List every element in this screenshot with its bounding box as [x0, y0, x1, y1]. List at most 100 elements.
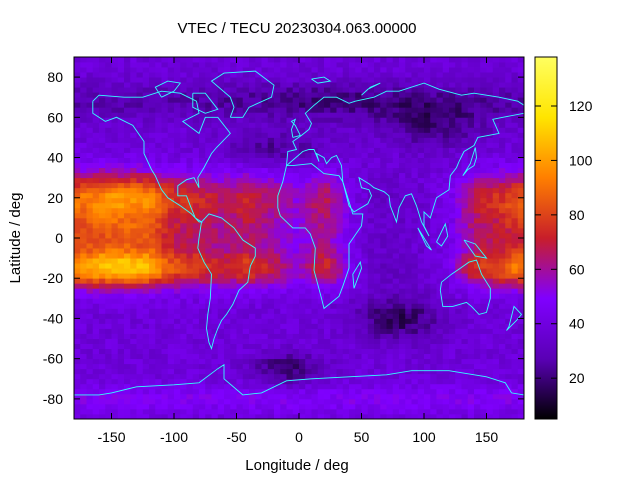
heatmap-cell	[380, 122, 387, 128]
heatmap-cell	[436, 408, 444, 415]
heatmap-cell	[124, 293, 131, 299]
heatmap-cell	[311, 268, 319, 274]
heatmap-cell	[355, 413, 362, 420]
heatmap-cell	[330, 293, 337, 299]
heatmap-cell	[92, 368, 100, 375]
heatmap-cell	[292, 87, 300, 93]
heatmap-cell	[424, 167, 431, 174]
heatmap-cell	[336, 368, 344, 375]
heatmap-cell	[411, 408, 419, 415]
heatmap-cell	[374, 67, 381, 73]
heatmap-cell	[174, 67, 181, 73]
heatmap-cell	[230, 162, 237, 169]
heatmap-cell	[449, 167, 456, 174]
heatmap-cell	[149, 388, 156, 395]
heatmap-cell	[105, 77, 112, 83]
heatmap-cell	[149, 132, 156, 138]
heatmap-cell	[74, 222, 81, 229]
heatmap-cell	[380, 353, 387, 360]
heatmap-cell	[442, 398, 450, 405]
heatmap-cell	[99, 358, 106, 365]
heatmap-cell	[342, 157, 350, 163]
heatmap-cell	[267, 298, 275, 304]
heatmap-cell	[417, 298, 425, 304]
heatmap-cell	[299, 248, 306, 254]
heatmap-cell	[274, 127, 281, 133]
heatmap-cell	[461, 172, 469, 179]
heatmap-cell	[92, 328, 100, 334]
heatmap-cell	[136, 258, 144, 264]
heatmap-cell	[124, 273, 131, 279]
heatmap-cell	[299, 222, 306, 229]
heatmap-cell	[474, 152, 481, 158]
heatmap-cell	[380, 207, 387, 214]
heatmap-cell	[324, 107, 331, 113]
heatmap-cell	[86, 303, 94, 309]
heatmap-cell	[317, 333, 325, 339]
heatmap-cell	[111, 222, 119, 229]
heatmap-cell	[261, 238, 269, 244]
heatmap-cell	[330, 358, 337, 365]
heatmap-cell	[305, 152, 312, 158]
heatmap-cell	[499, 137, 506, 143]
heatmap-cell	[111, 348, 119, 355]
heatmap-cell	[349, 72, 356, 78]
heatmap-cell	[392, 177, 400, 184]
heatmap-cell	[230, 97, 237, 103]
heatmap-cell	[292, 92, 300, 98]
heatmap-cell	[336, 152, 344, 158]
heatmap-cell	[142, 378, 150, 385]
heatmap-cell	[180, 147, 187, 153]
heatmap-cell	[167, 343, 175, 350]
heatmap-cell	[355, 363, 362, 370]
heatmap-cell	[155, 147, 162, 153]
heatmap-cell	[117, 62, 125, 68]
heatmap-cell	[424, 268, 431, 274]
heatmap-cell	[86, 278, 94, 284]
heatmap-cell	[317, 268, 325, 274]
heatmap-cell	[174, 192, 181, 199]
heatmap-cell	[242, 207, 250, 214]
heatmap-cell	[492, 172, 500, 179]
heatmap-cell	[455, 403, 462, 410]
heatmap-cell	[336, 353, 344, 360]
heatmap-cell	[405, 187, 412, 194]
heatmap-cell	[74, 383, 81, 390]
heatmap-cell	[92, 127, 100, 133]
heatmap-cell	[436, 283, 444, 289]
heatmap-cell	[230, 172, 237, 179]
heatmap-cell	[330, 258, 337, 264]
heatmap-cell	[449, 142, 456, 148]
heatmap-cell	[342, 162, 350, 169]
heatmap-cell	[192, 298, 200, 304]
heatmap-cell	[217, 232, 225, 239]
heatmap-cell	[461, 353, 469, 360]
heatmap-cell	[267, 82, 275, 88]
heatmap-cell	[174, 197, 181, 204]
heatmap-cell	[392, 102, 400, 108]
heatmap-cell	[211, 207, 219, 214]
heatmap-cell	[286, 338, 294, 344]
heatmap-cell	[499, 117, 506, 123]
heatmap-cell	[299, 157, 306, 163]
heatmap-cell	[74, 97, 81, 103]
heatmap-cell	[136, 318, 144, 324]
heatmap-cell	[455, 112, 462, 118]
heatmap-cell	[161, 82, 169, 88]
heatmap-cell	[392, 373, 400, 380]
heatmap-cell	[99, 167, 106, 174]
heatmap-cell	[486, 383, 494, 390]
heatmap-cell	[255, 102, 262, 108]
heatmap-cell	[255, 192, 262, 199]
heatmap-cell	[330, 82, 337, 88]
heatmap-cell	[430, 333, 437, 339]
heatmap-cell	[436, 253, 444, 259]
heatmap-cell	[242, 102, 250, 108]
heatmap-cell	[417, 182, 425, 189]
heatmap-cell	[161, 343, 169, 350]
heatmap-cell	[155, 318, 162, 324]
heatmap-cell	[230, 57, 237, 63]
heatmap-cell	[486, 197, 494, 204]
heatmap-cell	[311, 187, 319, 194]
heatmap-cell	[224, 97, 231, 103]
